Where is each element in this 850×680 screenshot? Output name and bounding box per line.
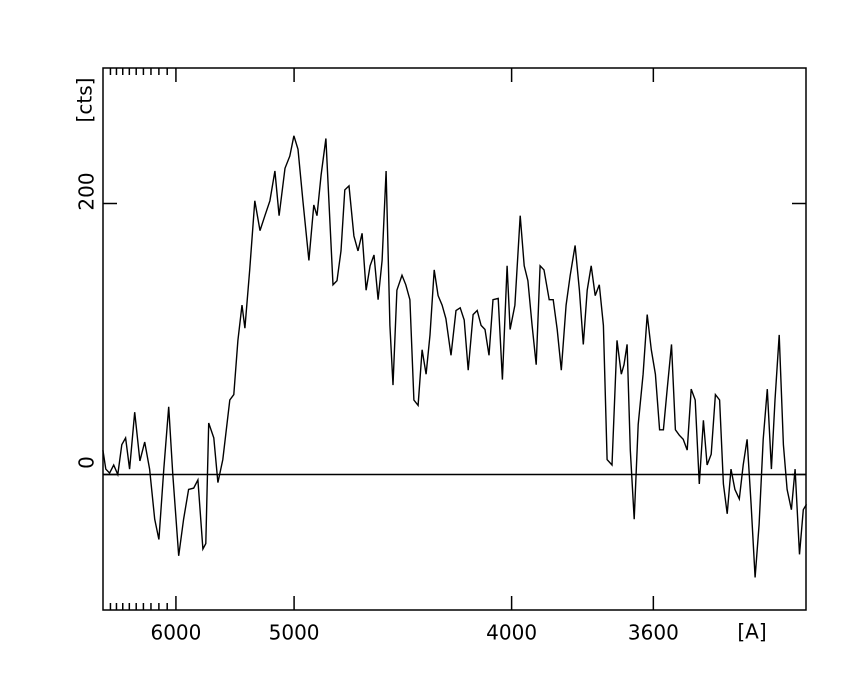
plot-frame [102, 67, 807, 611]
y-tick-label: 0 [75, 456, 99, 469]
x-tick-label: 3600 [628, 621, 679, 645]
x-axis-label: [A] [737, 620, 766, 644]
x-tick-label: 4000 [486, 621, 537, 645]
y-axis-label: [cts] [73, 78, 97, 123]
spectrum-line [102, 135, 808, 578]
y-tick-label: 200 [75, 172, 99, 210]
x-tick-label: 6000 [150, 621, 201, 645]
x-tick-label: 5000 [269, 621, 320, 645]
